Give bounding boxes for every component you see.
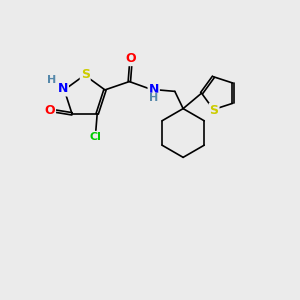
Text: N: N bbox=[58, 82, 68, 95]
Text: O: O bbox=[44, 104, 55, 117]
Text: O: O bbox=[125, 52, 136, 65]
Text: H: H bbox=[149, 93, 158, 103]
Text: S: S bbox=[81, 68, 90, 81]
Text: S: S bbox=[210, 104, 219, 117]
Text: Cl: Cl bbox=[90, 132, 102, 142]
Text: H: H bbox=[47, 75, 56, 85]
Text: N: N bbox=[148, 83, 159, 96]
